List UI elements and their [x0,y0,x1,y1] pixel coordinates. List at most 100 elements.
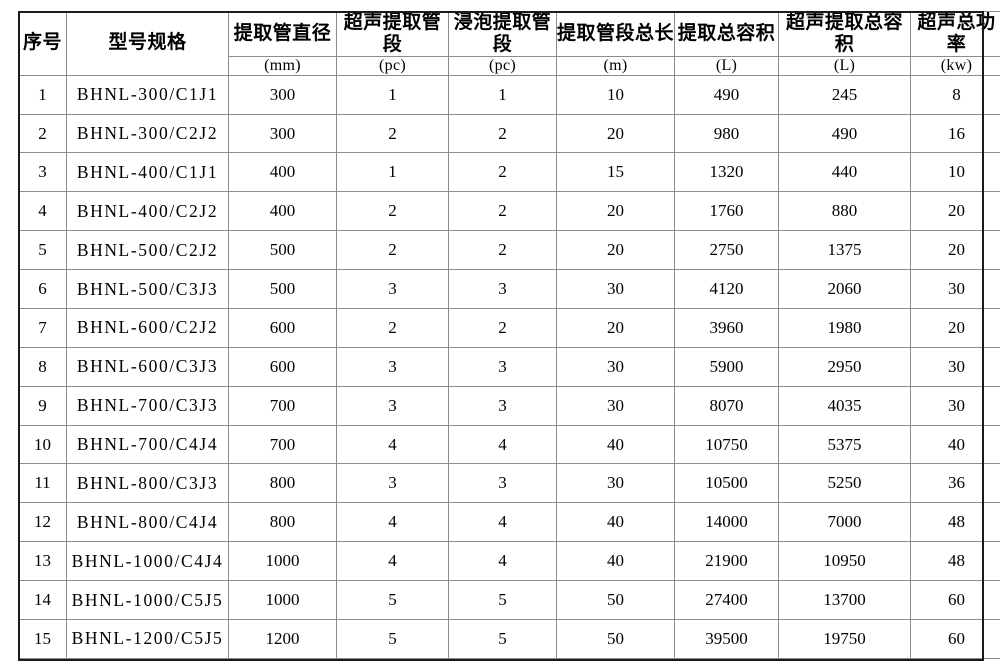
table-row: 13 BHNL-1000/C4J4 1000 4 4 40 21900 10950 48 [18,541,1000,582]
cell-total-length: 20 [556,113,675,154]
cell-diameter: 400 [228,191,337,232]
cell-total-length: 30 [556,269,675,309]
cell-model: BHNL-500/C3J3 [66,269,229,309]
cell-diameter: 300 [228,113,337,154]
cell-total-length: 50 [556,618,675,660]
table-row: 7 BHNL-600/C2J2 600 2 2 20 3960 1980 20 [18,307,1000,348]
cell-index: 14 [18,580,67,620]
cell-power: 60 [910,580,1000,620]
cell-index: 12 [18,502,67,543]
cell-us-segments: 4 [336,502,449,543]
header-total-length: 提取管段总长 [556,11,675,57]
cell-us-segments: 3 [336,269,449,309]
cell-index: 6 [18,269,67,309]
cell-power: 36 [910,463,1000,504]
cell-index: 13 [18,541,67,582]
cell-total-length: 30 [556,463,675,504]
cell-model: BHNL-500/C2J2 [66,230,229,271]
header-row-units: (mm) (pc) (pc) (m) (L) (L) (kw) [19,55,1000,76]
cell-diameter: 1000 [228,580,337,620]
cell-us-segments: 4 [336,424,449,465]
cell-us-segments: 5 [336,580,449,620]
cell-total-length: 20 [556,307,675,348]
table-row: 3 BHNL-400/C1J1 400 1 2 15 1320 440 10 [18,152,1000,193]
cell-total-volume: 10500 [674,463,779,504]
cell-index: 11 [18,463,67,504]
cell-us-segments: 2 [336,113,449,154]
cell-diameter: 800 [228,502,337,543]
cell-total-volume: 1760 [674,191,779,232]
cell-total-volume: 4120 [674,269,779,309]
cell-index: 5 [18,230,67,271]
header-us-volume: 超声提取总容积 [778,11,911,57]
cell-model: BHNL-600/C2J2 [66,307,229,348]
header-model: 型号规格 [66,11,229,76]
cell-model: BHNL-400/C1J1 [66,152,229,193]
cell-diameter: 700 [228,385,337,426]
cell-soak-segments: 2 [448,307,557,348]
cell-power: 20 [910,307,1000,348]
cell-total-volume: 39500 [674,618,779,660]
header-row-names: 序号 型号规格 提取管直径 超声提取管段 浸泡提取管段 提取管段总长 提取总容积… [18,11,1000,76]
unit-us-volume: (L) [778,55,911,76]
cell-diameter: 1200 [228,618,337,660]
cell-total-volume: 8070 [674,385,779,426]
cell-index: 8 [18,346,67,387]
cell-total-length: 30 [556,385,675,426]
cell-us-segments: 3 [336,463,449,504]
cell-power: 48 [910,502,1000,543]
cell-total-volume: 2750 [674,230,779,271]
cell-soak-segments: 2 [448,191,557,232]
table-row: 2 BHNL-300/C2J2 300 2 2 20 980 490 16 [18,113,1000,154]
equipment-spec-table: 序号 型号规格 提取管直径 超声提取管段 浸泡提取管段 提取管段总长 提取总容积… [18,11,1000,660]
table-row: 14 BHNL-1000/C5J5 1000 5 5 50 27400 13700 60 [18,580,1000,620]
cell-power: 20 [910,230,1000,271]
unit-us-segments: (pc) [336,55,449,76]
cell-soak-segments: 2 [448,152,557,193]
cell-us-volume: 1980 [778,307,911,348]
table-body: 1 BHNL-300/C1J1 300 1 1 10 490 245 8 2 BHNL-300/C2… [18,74,1000,660]
table-row: 4 BHNL-400/C2J2 400 2 2 20 1760 880 20 [18,191,1000,232]
table-row: 11 BHNL-800/C3J3 800 3 3 30 10500 5250 36 [18,463,1000,504]
cell-index: 15 [18,618,67,660]
cell-soak-segments: 4 [448,502,557,543]
cell-us-volume: 2060 [778,269,911,309]
cell-diameter: 800 [228,463,337,504]
cell-index: 3 [18,152,67,193]
cell-us-volume: 1375 [778,230,911,271]
cell-diameter: 500 [228,230,337,271]
cell-us-segments: 3 [336,385,449,426]
cell-us-volume: 245 [778,74,911,115]
cell-us-volume: 13700 [778,580,911,620]
cell-power: 40 [910,424,1000,465]
cell-total-length: 20 [556,191,675,232]
cell-us-volume: 490 [778,113,911,154]
table-header: 序号 型号规格 提取管直径 超声提取管段 浸泡提取管段 提取管段总长 提取总容积… [18,11,1000,76]
cell-index: 9 [18,385,67,426]
unit-total-length: (m) [556,55,675,76]
cell-model: BHNL-600/C3J3 [66,346,229,387]
cell-soak-segments: 3 [448,346,557,387]
table-row: 10 BHNL-700/C4J4 700 4 4 40 10750 5375 40 [18,424,1000,465]
cell-total-volume: 5900 [674,346,779,387]
cell-total-volume: 10750 [674,424,779,465]
cell-us-segments: 2 [336,307,449,348]
cell-model: BHNL-400/C2J2 [66,191,229,232]
cell-us-volume: 440 [778,152,911,193]
cell-power: 8 [910,74,1000,115]
cell-soak-segments: 5 [448,618,557,660]
header-total-volume: 提取总容积 [674,11,779,57]
cell-total-volume: 27400 [674,580,779,620]
cell-power: 30 [910,269,1000,309]
cell-model: BHNL-300/C1J1 [66,74,229,115]
table-row: 1 BHNL-300/C1J1 300 1 1 10 490 245 8 [18,74,1000,115]
cell-total-volume: 490 [674,74,779,115]
cell-us-segments: 1 [336,74,449,115]
unit-total-volume: (L) [674,55,779,76]
table-row: 15 BHNL-1200/C5J5 1200 5 5 50 39500 19750 60 [18,618,1000,660]
spec-table-container: 序号 型号规格 提取管直径 超声提取管段 浸泡提取管段 提取管段总长 提取总容积… [18,11,1000,661]
cell-diameter: 300 [228,74,337,115]
cell-soak-segments: 1 [448,74,557,115]
cell-soak-segments: 3 [448,269,557,309]
cell-us-volume: 880 [778,191,911,232]
